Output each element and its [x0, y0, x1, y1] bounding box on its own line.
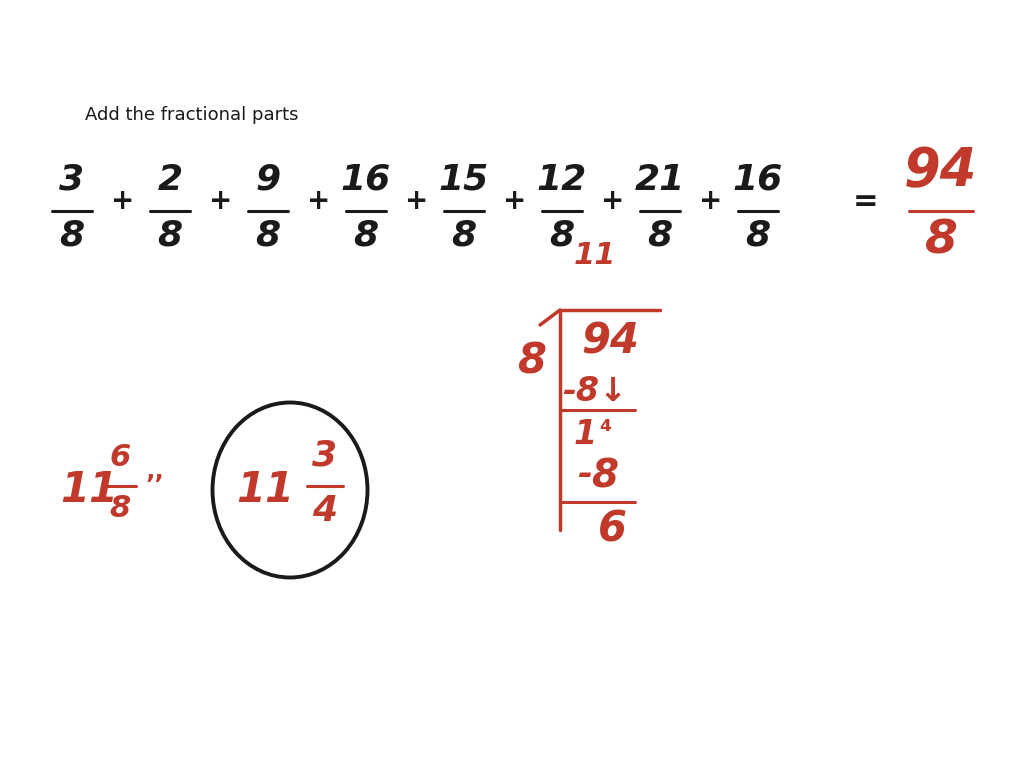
- Text: 8: 8: [647, 219, 673, 253]
- Text: +: +: [698, 187, 722, 215]
- Text: 9: 9: [255, 163, 281, 197]
- Text: 1: 1: [573, 418, 597, 451]
- Text: 8: 8: [59, 219, 85, 253]
- Text: 8: 8: [550, 219, 574, 253]
- Text: 3: 3: [312, 438, 338, 472]
- Text: 8: 8: [592, 458, 618, 496]
- Text: -: -: [578, 458, 593, 492]
- Text: 8: 8: [452, 219, 476, 253]
- Text: 8: 8: [925, 219, 957, 264]
- Text: 94: 94: [904, 145, 978, 197]
- Text: +: +: [600, 187, 624, 215]
- Text: 8: 8: [517, 340, 547, 382]
- Text: +: +: [111, 187, 133, 215]
- Text: =: =: [853, 187, 879, 216]
- Text: ⁴: ⁴: [599, 418, 611, 446]
- Text: 16: 16: [733, 163, 783, 197]
- Text: -8↓: -8↓: [562, 375, 628, 408]
- Text: 11: 11: [60, 469, 118, 511]
- Text: +: +: [404, 187, 428, 215]
- Text: +: +: [306, 187, 330, 215]
- Text: 4: 4: [312, 494, 338, 528]
- Text: 8: 8: [745, 219, 771, 253]
- Text: 3: 3: [59, 163, 85, 197]
- Text: 12: 12: [537, 163, 587, 197]
- Text: 2: 2: [158, 163, 182, 197]
- Text: 8: 8: [158, 219, 182, 253]
- Text: 21: 21: [635, 163, 685, 197]
- Text: 11: 11: [573, 241, 616, 270]
- Text: 8: 8: [255, 219, 281, 253]
- Text: 8: 8: [110, 494, 131, 523]
- Text: 16: 16: [341, 163, 391, 197]
- Text: +: +: [208, 187, 231, 215]
- Text: Add the fractional parts: Add the fractional parts: [85, 106, 299, 124]
- Text: ’’: ’’: [145, 473, 165, 497]
- Text: 94: 94: [581, 320, 639, 362]
- Text: 6: 6: [597, 508, 627, 550]
- Text: 15: 15: [439, 163, 489, 197]
- Text: 11: 11: [236, 469, 294, 511]
- Text: 8: 8: [353, 219, 379, 253]
- Text: 6: 6: [110, 443, 131, 472]
- Text: +: +: [503, 187, 525, 215]
